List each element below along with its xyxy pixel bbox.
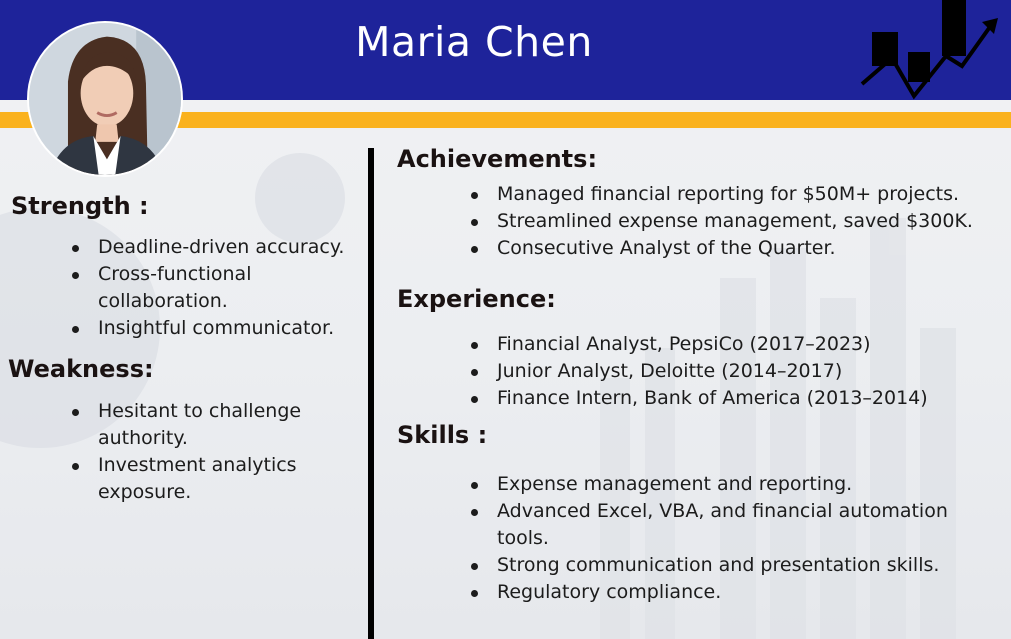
list-item: Strong communication and presentation sk… [471, 552, 971, 579]
experience-heading: Experience: [397, 285, 556, 313]
experience-list: Financial Analyst, PepsiCo (2017–2023) J… [471, 331, 1011, 412]
achievements-list: Managed financial reporting for $50M+ pr… [471, 181, 1011, 262]
list-item: Regulatory compliance. [471, 579, 971, 606]
list-item: Managed financial reporting for $50M+ pr… [471, 181, 1011, 208]
bar-chart-trend-icon [858, 0, 1004, 102]
strength-heading: Strength : [11, 192, 149, 220]
list-item: Deadline-driven accuracy. [72, 234, 368, 261]
list-item: Financial Analyst, PepsiCo (2017–2023) [471, 331, 1011, 358]
weakness-heading: Weakness: [8, 355, 154, 383]
column-divider [368, 148, 374, 639]
list-item: Expense management and reporting. [471, 471, 971, 498]
profile-photo [27, 21, 183, 177]
list-item: Streamlined expense management, saved $3… [471, 208, 1011, 235]
skills-list: Expense management and reporting. Advanc… [471, 471, 971, 606]
list-item: Junior Analyst, Deloitte (2014–2017) [471, 358, 1011, 385]
list-item: Advanced Excel, VBA, and financial autom… [471, 498, 971, 552]
profile-name: Maria Chen [355, 18, 593, 66]
list-item: Finance Intern, Bank of America (2013–20… [471, 385, 1011, 412]
list-item: Insightful communicator. [72, 315, 368, 342]
list-item: Investment analytics exposure. [72, 452, 342, 506]
strength-list: Deadline-driven accuracy. Cross-function… [72, 234, 368, 342]
accent-band [0, 112, 1011, 128]
skills-heading: Skills : [397, 421, 488, 449]
achievements-heading: Achievements: [397, 145, 598, 173]
list-item: Cross-functional collaboration. [72, 261, 368, 315]
list-item: Hesitant to challenge authority. [72, 398, 342, 452]
list-item: Consecutive Analyst of the Quarter. [471, 235, 1011, 262]
weakness-list: Hesitant to challenge authority. Investm… [72, 398, 342, 506]
